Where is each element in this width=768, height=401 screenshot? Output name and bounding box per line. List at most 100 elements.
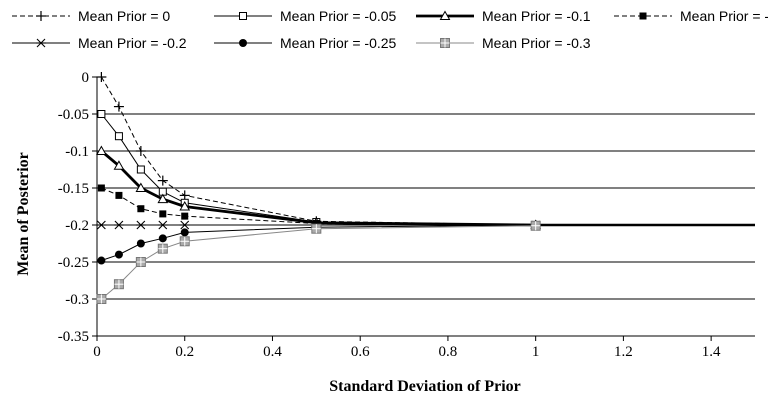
x-axis-title: Standard Deviation of Prior bbox=[329, 378, 521, 395]
marker-open-square bbox=[239, 12, 247, 20]
data-point-marker bbox=[36, 11, 46, 21]
marker-open-square bbox=[114, 132, 123, 141]
marker-asterisk-d2 bbox=[36, 38, 46, 48]
data-point-marker bbox=[113, 220, 124, 230]
y-tick-label: -0.2 bbox=[65, 218, 89, 234]
legend-label: Mean Prior = -0.2 bbox=[78, 35, 187, 51]
marker-filled-circle bbox=[180, 228, 189, 237]
marker-filled-square bbox=[97, 184, 105, 192]
y-tick-label: -0.25 bbox=[58, 255, 89, 271]
legend-label: Mean Prior = -0.3 bbox=[482, 35, 591, 51]
y-tick-label: -0.05 bbox=[58, 107, 89, 123]
data-point-marker bbox=[113, 101, 124, 112]
data-point-marker bbox=[157, 243, 168, 254]
x-tick-label: 1.2 bbox=[614, 344, 633, 360]
x-tick-label: 1 bbox=[532, 344, 540, 360]
y-tick-label: -0.15 bbox=[58, 181, 89, 197]
x-tick-label: 0.4 bbox=[263, 344, 282, 360]
data-point-marker bbox=[137, 205, 145, 213]
data-point-marker bbox=[135, 220, 146, 230]
data-point-marker bbox=[440, 38, 450, 48]
y-tick-label: 0 bbox=[82, 70, 90, 86]
y-axis-title: Mean of Posterior bbox=[15, 152, 32, 276]
legend-item-5: Mean Prior = -0.25 bbox=[214, 35, 397, 51]
marker-asterisk-d2 bbox=[158, 220, 168, 230]
legend-item-1: Mean Prior = -0.05 bbox=[214, 8, 397, 24]
marker-filled-circle bbox=[97, 256, 106, 265]
data-point-marker bbox=[114, 250, 123, 259]
marker-open-triangle bbox=[113, 160, 125, 170]
data-point-marker bbox=[113, 279, 124, 290]
data-point-marker bbox=[157, 175, 168, 186]
legend-label: Mean Prior = -0.1 bbox=[482, 8, 591, 24]
marker-open-square bbox=[97, 110, 106, 118]
data-point-marker bbox=[179, 236, 190, 247]
data-point-marker bbox=[96, 220, 107, 230]
series-line bbox=[100, 113, 536, 226]
marker-filled-square bbox=[181, 212, 189, 220]
data-point-marker bbox=[96, 72, 107, 82]
marker-filled-circle bbox=[239, 39, 247, 47]
data-point-marker bbox=[239, 39, 247, 47]
data-point-marker bbox=[530, 220, 541, 231]
marker-open-triangle bbox=[157, 193, 169, 204]
data-point-marker bbox=[97, 110, 106, 118]
data-point-marker bbox=[97, 256, 106, 265]
x-tick-label: 0 bbox=[93, 344, 101, 360]
legend-item-4: Mean Prior = -0.2 bbox=[12, 35, 187, 51]
legend-item-0: Mean Prior = 0 bbox=[12, 8, 170, 24]
marker-asterisk-d2 bbox=[114, 220, 124, 230]
marker-asterisk-d2 bbox=[180, 220, 190, 230]
y-tick-label: -0.1 bbox=[65, 144, 89, 160]
marker-open-triangle bbox=[135, 182, 147, 192]
axes bbox=[92, 76, 755, 341]
data-point-marker bbox=[135, 257, 146, 267]
legend-label: Mean Prior = 0 bbox=[78, 8, 170, 24]
legend-label: Mean Prior = -0.25 bbox=[280, 35, 397, 51]
data-point-marker bbox=[136, 239, 145, 248]
legend-label: Mean Prior = -0.05 bbox=[280, 8, 397, 24]
data-point-marker bbox=[239, 12, 247, 20]
x-tick-label: 1.4 bbox=[702, 344, 721, 360]
marker-filled-square bbox=[639, 12, 647, 20]
legend-label: Mean Prior = -0.15 bbox=[680, 8, 768, 24]
data-point-marker bbox=[157, 220, 168, 230]
tick-labels: 0-0.05-0.1-0.15-0.2-0.25-0.3-0.350 0.2 0.4… bbox=[58, 70, 721, 360]
marker-filled-square bbox=[137, 205, 145, 213]
marker-filled-square bbox=[159, 210, 167, 218]
marker-filled-circle bbox=[136, 239, 145, 248]
data-point-marker bbox=[97, 184, 105, 192]
data-point-marker bbox=[311, 223, 322, 234]
series-6 bbox=[96, 220, 541, 304]
data-point-marker bbox=[180, 228, 189, 237]
legend: Mean Prior = 0 Mean Prior = -0.05 Mean Pri… bbox=[12, 8, 768, 51]
data-point-marker bbox=[135, 182, 147, 192]
data-point-marker bbox=[96, 145, 107, 155]
marker-asterisk-d2 bbox=[136, 220, 146, 230]
data-point-marker bbox=[179, 190, 190, 201]
legend-item-3: Mean Prior = -0.15 bbox=[614, 8, 768, 24]
data-point-marker bbox=[96, 294, 107, 304]
data-point-marker bbox=[181, 212, 189, 220]
y-tick-label: -0.35 bbox=[58, 329, 89, 345]
marker-filled-square bbox=[115, 191, 123, 199]
marker-asterisk-d2 bbox=[96, 220, 106, 230]
x-tick-label: 0.6 bbox=[351, 344, 370, 360]
marker-filled-circle bbox=[158, 234, 167, 243]
x-tick-label: 0.2 bbox=[175, 344, 194, 360]
y-tick-label: -0.3 bbox=[65, 292, 89, 308]
data-point-marker bbox=[115, 191, 123, 199]
marker-open-triangle bbox=[179, 200, 191, 211]
data-point-marker bbox=[157, 193, 169, 204]
data-point-marker bbox=[179, 220, 190, 230]
data-point-marker bbox=[135, 146, 146, 156]
x-tick-label: 0.8 bbox=[439, 344, 458, 360]
data-point-marker bbox=[439, 10, 451, 20]
data-point-marker bbox=[36, 38, 46, 48]
data-point-marker bbox=[639, 12, 647, 20]
data-point-marker bbox=[159, 210, 167, 218]
legend-item-6: Mean Prior = -0.3 bbox=[416, 35, 591, 51]
legend-item-2: Mean Prior = -0.1 bbox=[416, 8, 591, 24]
data-point-marker bbox=[136, 165, 145, 174]
